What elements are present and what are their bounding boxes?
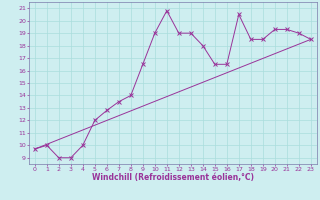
X-axis label: Windchill (Refroidissement éolien,°C): Windchill (Refroidissement éolien,°C)	[92, 173, 254, 182]
